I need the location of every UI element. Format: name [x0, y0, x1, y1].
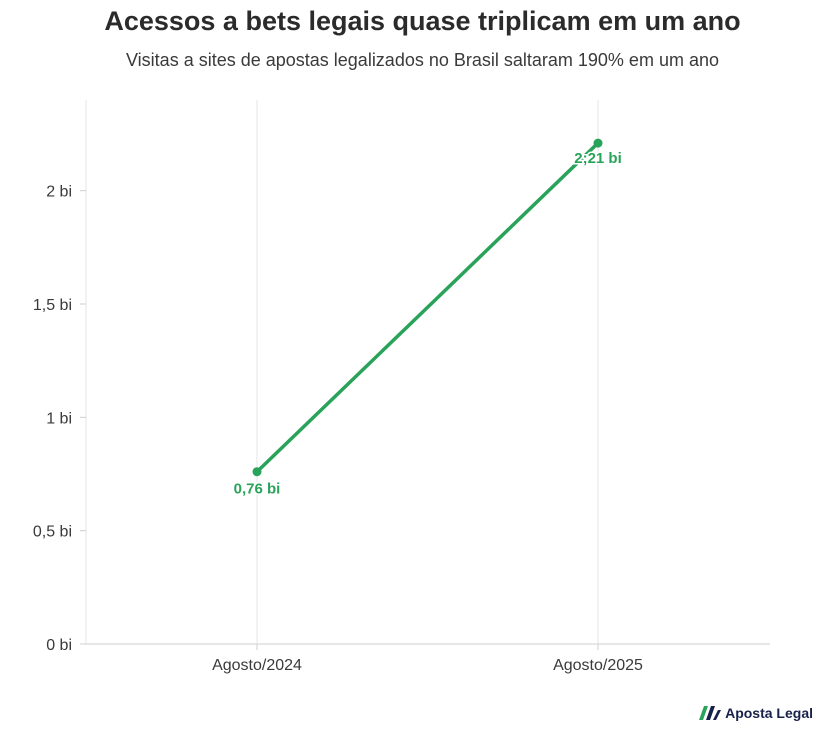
aposta-legal-logo-icon [699, 706, 722, 720]
y-tick-label: 1,5 bi [33, 297, 72, 314]
axis-layer: 0 bi 0,5 bi 1 bi 1,5 bi 2 bi Agosto/2024 Agost… [33, 100, 770, 674]
y-tick-label: 1 bi [46, 410, 72, 427]
y-tick-label: 0,5 bi [33, 524, 72, 541]
series-line [255, 141, 600, 474]
data-label: 0,76 bi [234, 481, 281, 498]
y-tick-label: 0 bi [46, 637, 72, 654]
data-point [593, 138, 603, 148]
data-point [252, 467, 262, 477]
brand-logo: Aposta Legal [699, 705, 813, 721]
x-tick-label: Agosto/2024 [212, 657, 302, 674]
data-label: 2;21 bi [574, 150, 622, 167]
label-layer: 0,76 bi 2;21 bi [232, 149, 623, 500]
y-tick-label: 2 bi [46, 184, 72, 201]
chart-title: Acessos a bets legais quase triplicam em… [104, 6, 741, 36]
brand-name: Aposta Legal [725, 705, 813, 721]
x-tick-label: Agosto/2025 [553, 657, 643, 674]
chart-subtitle: Visitas a sites de apostas legalizados n… [126, 50, 719, 70]
series-layer [252, 138, 603, 477]
grid-layer [256, 100, 599, 644]
